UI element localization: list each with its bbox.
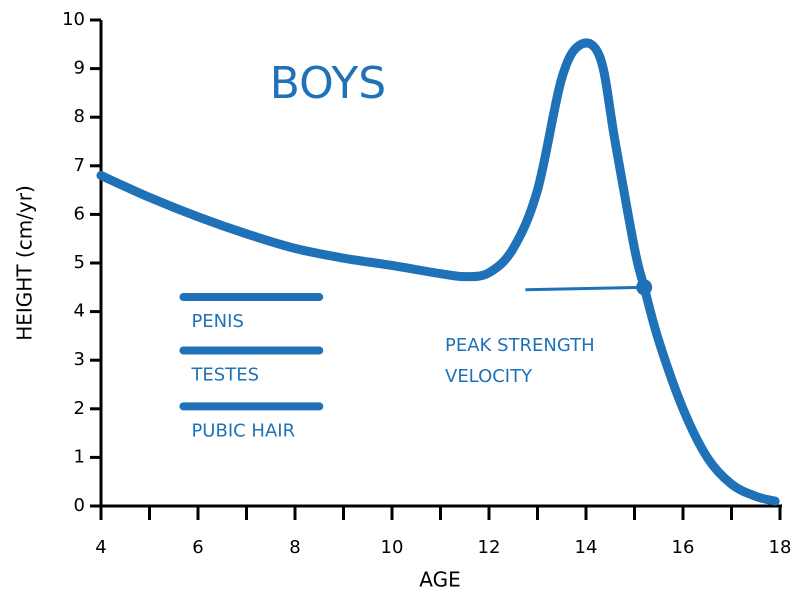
- y-axis-label: HEIGHT (cm/yr): [13, 185, 37, 341]
- stage-label: PUBIC HAIR: [191, 420, 295, 441]
- y-tick-label: 5: [74, 252, 85, 273]
- chart-title: BOYS: [270, 58, 386, 109]
- x-tick-label: 6: [192, 537, 203, 558]
- y-tick-label: 0: [74, 495, 85, 516]
- y-tick-label: 2: [74, 398, 85, 419]
- stage-label: PENIS: [191, 311, 243, 332]
- x-axis-label: AGE: [419, 568, 460, 592]
- annotation-text: VELOCITY: [445, 366, 533, 387]
- x-tick-label: 4: [95, 537, 106, 558]
- annotation-point: [636, 279, 653, 296]
- x-tick-label: 12: [478, 537, 501, 558]
- annotation-text: PEAK STRENGTH: [445, 335, 595, 356]
- y-tick-label: 7: [74, 155, 85, 176]
- y-tick-label: 8: [74, 106, 85, 127]
- stage-label: TESTES: [190, 364, 259, 385]
- x-tick-label: 8: [289, 537, 300, 558]
- y-tick-label: 3: [74, 349, 85, 370]
- y-tick-label: 9: [74, 58, 85, 79]
- y-tick-label: 1: [74, 446, 85, 467]
- y-tick-label: 4: [74, 301, 85, 322]
- x-tick-label: 16: [672, 537, 695, 558]
- velocity-curve: [96, 38, 780, 506]
- annotation-leader: [525, 285, 645, 292]
- x-tick-label: 14: [575, 537, 598, 558]
- x-tick-label: 18: [769, 537, 792, 558]
- y-tick-label: 10: [62, 9, 85, 30]
- y-tick-label: 6: [74, 203, 85, 224]
- x-tick-label: 10: [381, 537, 404, 558]
